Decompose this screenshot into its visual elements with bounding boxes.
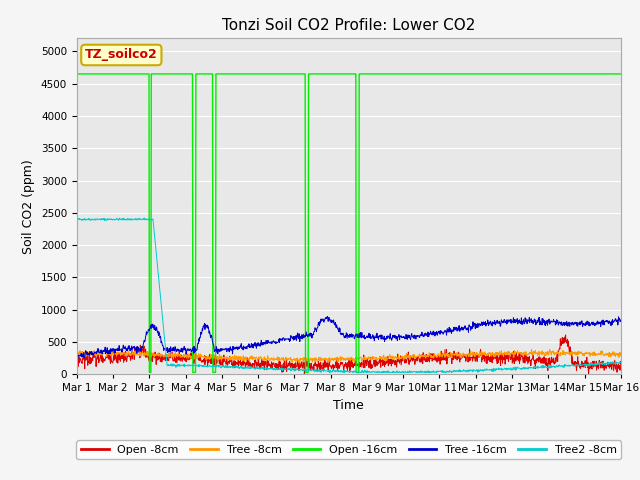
Tree -16cm: [553, 320, 561, 325]
Open -8cm: [505, 359, 513, 364]
Tree -8cm: [617, 351, 625, 357]
Open -16cm: [617, 71, 625, 77]
Tree -8cm: [73, 352, 81, 358]
Tree2 -8cm: [73, 216, 81, 222]
Open -16cm: [255, 71, 263, 77]
Open -8cm: [562, 332, 570, 338]
Tree -8cm: [505, 350, 513, 356]
X-axis label: Time: Time: [333, 399, 364, 412]
Tree -16cm: [255, 342, 263, 348]
Open -8cm: [553, 355, 561, 360]
Tree2 -8cm: [617, 360, 625, 365]
Open -8cm: [434, 354, 442, 360]
Open -8cm: [194, 353, 202, 359]
Tree2 -8cm: [195, 362, 202, 368]
Tree -8cm: [553, 351, 561, 357]
Open -8cm: [301, 371, 308, 377]
Tree2 -8cm: [326, 370, 333, 375]
Tree2 -8cm: [255, 366, 263, 372]
Tree -8cm: [295, 360, 303, 366]
Tree2 -8cm: [553, 363, 561, 369]
Open -16cm: [505, 71, 513, 77]
Text: TZ_soilco2: TZ_soilco2: [85, 48, 157, 61]
Line: Open -8cm: Open -8cm: [77, 335, 621, 374]
Tree -16cm: [434, 330, 442, 336]
Tree -8cm: [528, 347, 536, 352]
Tree -8cm: [255, 354, 262, 360]
Open -8cm: [617, 360, 625, 366]
Open -16cm: [73, 71, 81, 77]
Tree -16cm: [74, 356, 81, 361]
Legend: Open -8cm, Tree -8cm, Open -16cm, Tree -16cm, Tree2 -8cm: Open -8cm, Tree -8cm, Open -16cm, Tree -…: [76, 441, 621, 459]
Tree2 -8cm: [434, 368, 442, 374]
Tree2 -8cm: [505, 366, 513, 372]
Tree2 -8cm: [141, 215, 148, 221]
Open -8cm: [255, 359, 262, 364]
Line: Tree -8cm: Tree -8cm: [77, 349, 621, 363]
Line: Open -16cm: Open -16cm: [77, 74, 621, 372]
Tree -8cm: [434, 352, 442, 358]
Tree -8cm: [194, 352, 202, 358]
Open -16cm: [434, 71, 442, 77]
Tree -16cm: [195, 340, 202, 346]
Y-axis label: Soil CO2 (ppm): Soil CO2 (ppm): [22, 159, 35, 254]
Line: Tree -16cm: Tree -16cm: [77, 316, 621, 359]
Tree -16cm: [181, 346, 189, 352]
Tree -16cm: [73, 351, 81, 357]
Open -8cm: [180, 355, 188, 361]
Open -16cm: [195, 71, 202, 77]
Tree -16cm: [324, 313, 332, 319]
Open -8cm: [73, 355, 81, 360]
Open -16cm: [553, 71, 561, 77]
Title: Tonzi Soil CO2 Profile: Lower CO2: Tonzi Soil CO2 Profile: Lower CO2: [222, 18, 476, 33]
Line: Tree2 -8cm: Tree2 -8cm: [77, 218, 621, 372]
Tree2 -8cm: [181, 363, 189, 369]
Tree -8cm: [180, 352, 188, 358]
Open -16cm: [181, 71, 189, 77]
Open -16cm: [145, 370, 153, 375]
Tree -16cm: [617, 317, 625, 323]
Tree -16cm: [505, 317, 513, 323]
